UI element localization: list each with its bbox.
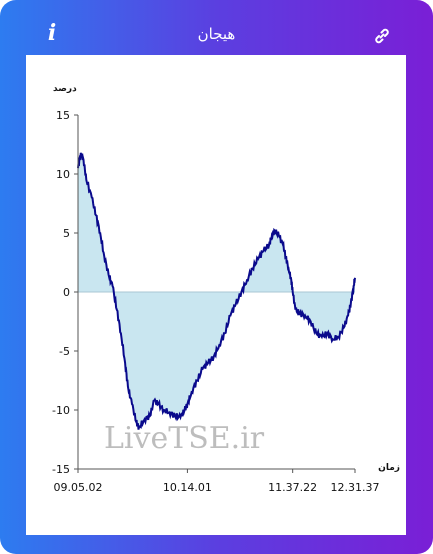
series-line	[77, 152, 356, 430]
x-tick-label: 09.05.02	[54, 481, 103, 494]
emotion-area-chart: درصد زمان 15 10 5 0 -5 -10 -15 09.05.02 10.14.0…	[52, 84, 400, 494]
y-axis-title: درصد	[53, 84, 77, 94]
chart-panel: درصد زمان 15 10 5 0 -5 -10 -15 09.05.02 10.14.0…	[26, 55, 406, 535]
x-tick-label: 11.37.22	[268, 481, 317, 494]
y-tick-label: -5	[59, 345, 70, 358]
y-tick-label: -10	[52, 404, 70, 417]
x-axis-title: زمان	[378, 463, 400, 473]
y-tick-label: 15	[56, 109, 70, 122]
card-title: هیجان	[197, 25, 236, 43]
y-tick-label: 5	[63, 227, 70, 240]
info-icon[interactable]: i	[47, 20, 57, 46]
y-tick-label: 0	[63, 286, 70, 299]
x-tick-label: 12.31.37	[331, 481, 380, 494]
x-tick-label: 10.14.01	[163, 481, 212, 494]
y-tick-label: -15	[52, 463, 70, 476]
watermark: LiveTSE.ir	[104, 421, 265, 456]
area-fill	[78, 152, 355, 430]
y-tick-label: 10	[56, 168, 70, 181]
card-header: i هیجان	[0, 0, 433, 55]
link-icon[interactable]	[372, 26, 392, 46]
